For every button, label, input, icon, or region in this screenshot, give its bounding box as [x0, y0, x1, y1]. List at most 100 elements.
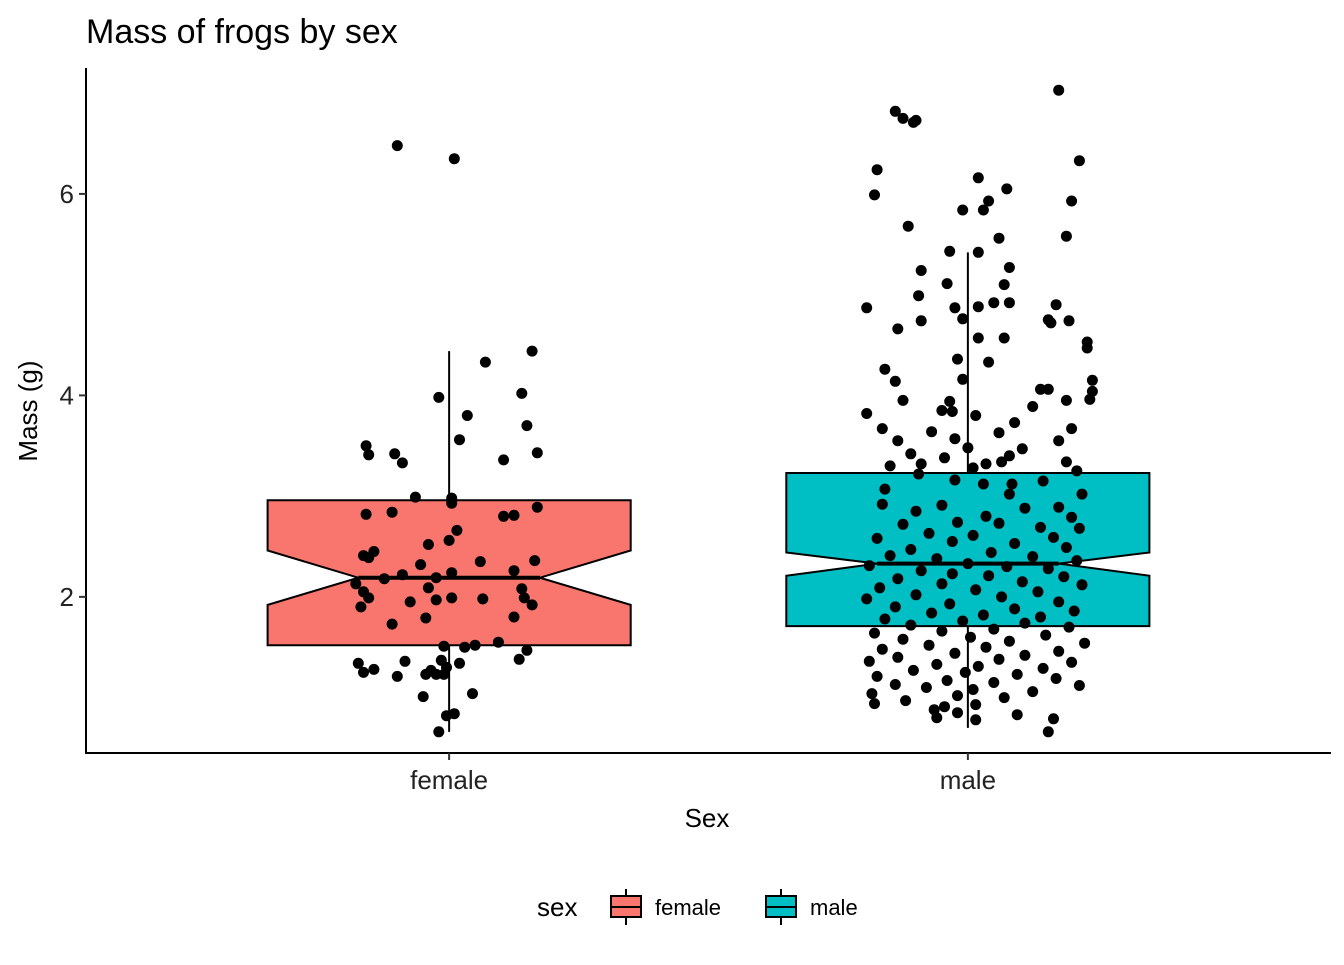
data-point [479, 356, 491, 368]
data-point [355, 601, 367, 613]
data-point [446, 567, 458, 579]
data-point [1042, 726, 1054, 738]
data-point [467, 688, 478, 700]
data-point [980, 458, 992, 470]
data-point [451, 524, 463, 536]
data-point [944, 598, 956, 610]
data-point [941, 278, 953, 290]
data-point [915, 265, 927, 276]
data-point [952, 353, 963, 365]
data-point [977, 609, 989, 621]
data-point [923, 639, 935, 651]
data-point [866, 688, 878, 700]
data-point [941, 675, 953, 686]
data-point [977, 478, 989, 490]
data-point [350, 578, 362, 590]
data-point [879, 363, 891, 375]
data-point [352, 657, 364, 669]
data-point [417, 691, 429, 703]
data-point [957, 615, 969, 627]
data-point [970, 699, 982, 711]
data-point [391, 140, 403, 152]
data-point [998, 279, 1010, 291]
data-point [962, 558, 974, 570]
data-point [1035, 383, 1046, 395]
data-point [1066, 511, 1078, 523]
data-point [892, 573, 904, 585]
data-point [433, 726, 445, 738]
data-point [1001, 561, 1013, 573]
data-point [420, 668, 432, 680]
data-point [438, 668, 450, 680]
data-point [889, 679, 901, 690]
data-point [959, 666, 971, 678]
data-point [970, 410, 982, 421]
data-point [526, 345, 538, 357]
data-point [1053, 84, 1065, 96]
legend-item-female: female [610, 889, 721, 925]
data-point [905, 448, 917, 460]
data-point [1003, 488, 1015, 500]
data-point [446, 592, 458, 604]
data-point [531, 447, 543, 459]
x-axis-title: Sex [685, 803, 730, 833]
data-point [936, 499, 948, 511]
data-point [513, 653, 525, 665]
data-point [454, 657, 465, 669]
data-point [980, 641, 992, 653]
data-point [430, 668, 442, 680]
y-axis-ticks: 2 4 6 [60, 179, 86, 612]
data-point [936, 625, 948, 637]
data-point [957, 373, 969, 385]
data-point [931, 553, 943, 565]
data-point [1086, 374, 1098, 386]
data-point [889, 375, 901, 387]
data-point [967, 684, 979, 695]
data-point [902, 220, 914, 232]
data-point [972, 246, 984, 258]
data-point [1073, 155, 1085, 167]
data-point [378, 573, 390, 585]
data-point [926, 426, 938, 438]
data-point [1048, 713, 1059, 725]
chart-title: Mass of frogs by sex [86, 13, 398, 51]
data-point [977, 204, 989, 216]
data-point [1006, 478, 1018, 490]
box-male [785, 252, 1151, 728]
data-point [1035, 611, 1046, 623]
x-tick-label-male: male [940, 765, 996, 795]
data-point [1050, 299, 1062, 311]
data-point [461, 410, 473, 421]
data-point [944, 245, 956, 257]
data-point [897, 112, 909, 124]
data-point [469, 639, 481, 651]
data-point [1019, 649, 1031, 661]
data-point [946, 536, 958, 547]
data-point [1068, 605, 1080, 617]
data-point [905, 544, 917, 555]
data-point [972, 660, 984, 672]
data-point [983, 195, 995, 207]
data-point [920, 682, 932, 693]
data-point [1042, 383, 1054, 395]
data-point [983, 356, 995, 368]
data-point [931, 712, 943, 724]
data-point [1003, 635, 1015, 647]
data-point [988, 297, 1000, 309]
data-point [889, 105, 901, 117]
data-point [1060, 230, 1072, 242]
data-point [409, 491, 421, 503]
data-point [1076, 488, 1088, 500]
data-point [1050, 673, 1062, 684]
data-point [422, 582, 434, 594]
data-point [910, 589, 922, 601]
data-point [1003, 297, 1015, 309]
data-point [998, 692, 1010, 704]
data-point [876, 498, 888, 510]
data-point [1053, 645, 1065, 657]
data-point [422, 539, 434, 550]
data-point [869, 189, 880, 201]
data-point [900, 695, 912, 707]
data-point [952, 707, 963, 719]
data-point [985, 547, 997, 558]
